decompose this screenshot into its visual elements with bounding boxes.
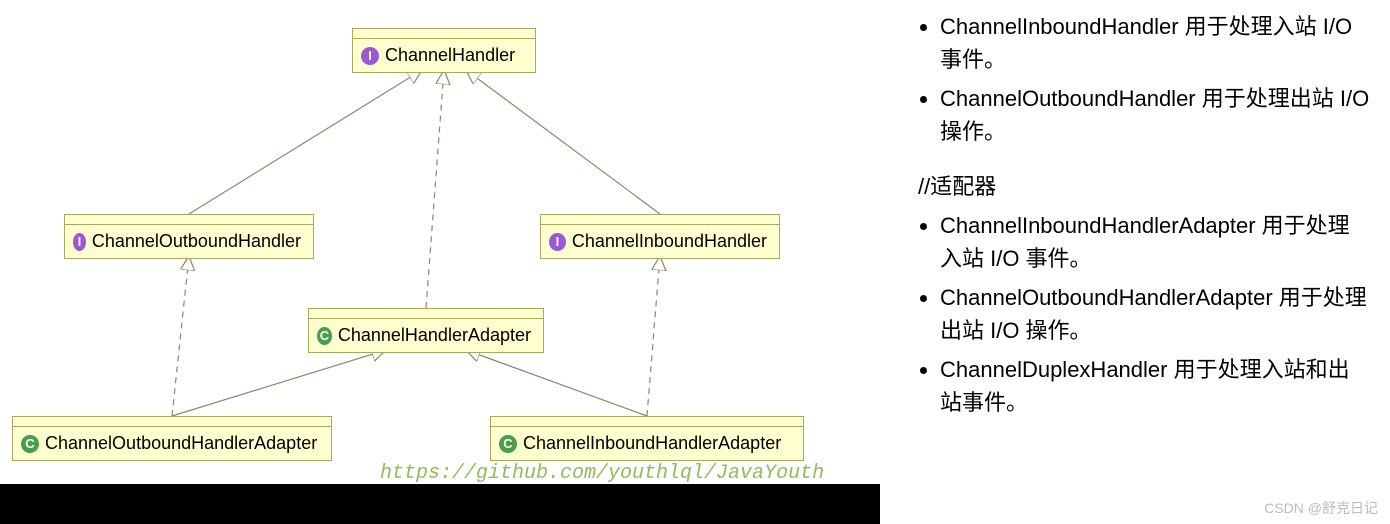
uml-node-body: C ChannelInboundHandlerAdapter xyxy=(491,427,803,460)
uml-node-cih: I ChannelInboundHandler xyxy=(540,214,780,259)
uml-node-body: C ChannelHandlerAdapter xyxy=(309,319,543,352)
note-item: ChannelDuplexHandler 用于处理入站和出站事件。 xyxy=(940,353,1370,419)
uml-edge xyxy=(466,350,647,416)
notes-list-bottom: ChannelInboundHandlerAdapter 用于处理入站 I/O … xyxy=(910,209,1370,419)
uml-node-header xyxy=(65,215,313,225)
notes-comment: //适配器 xyxy=(918,170,1370,203)
uml-node-body: C ChannelOutboundHandlerAdapter xyxy=(13,427,331,460)
uml-node-label: ChannelInboundHandlerAdapter xyxy=(523,433,781,454)
note-item: ChannelOutboundHandler 用于处理出站 I/O 操作。 xyxy=(940,82,1370,148)
uml-edge xyxy=(647,256,660,416)
interface-icon: I xyxy=(73,233,86,251)
uml-node-body: I ChannelOutboundHandler xyxy=(65,225,313,258)
uml-diagram: https://github.com/youthlql/JavaYouth IC… xyxy=(0,0,880,524)
uml-edge xyxy=(172,350,386,416)
watermark-text: https://github.com/youthlql/JavaYouth xyxy=(380,462,824,485)
uml-node-label: ChannelHandlerAdapter xyxy=(338,325,531,346)
notes-panel: ChannelInboundHandler 用于处理入站 I/O 事件。 Cha… xyxy=(880,0,1390,524)
uml-node-label: ChannelOutboundHandlerAdapter xyxy=(45,433,317,454)
uml-edge xyxy=(466,70,660,214)
uml-node-ciha: C ChannelInboundHandlerAdapter xyxy=(490,416,804,461)
uml-edge xyxy=(172,256,189,416)
uml-node-body: I ChannelHandler xyxy=(353,39,535,72)
interface-icon: I xyxy=(361,47,379,65)
interface-icon: I xyxy=(549,233,566,251)
notes-list-top: ChannelInboundHandler 用于处理入站 I/O 事件。 Cha… xyxy=(910,10,1370,148)
uml-node-header xyxy=(13,417,331,427)
class-icon: C xyxy=(499,435,517,453)
class-icon: C xyxy=(21,435,39,453)
note-item: ChannelInboundHandlerAdapter 用于处理入站 I/O … xyxy=(940,209,1370,275)
uml-node-ch: I ChannelHandler xyxy=(352,28,536,73)
uml-edge xyxy=(189,70,422,214)
uml-node-label: ChannelOutboundHandler xyxy=(92,231,301,252)
uml-node-header xyxy=(491,417,803,427)
uml-node-coh: I ChannelOutboundHandler xyxy=(64,214,314,259)
uml-node-body: I ChannelInboundHandler xyxy=(541,225,779,258)
uml-edge xyxy=(426,70,444,308)
csdn-credit: CSDN @舒克日记 xyxy=(1264,498,1378,518)
class-icon: C xyxy=(317,327,332,345)
note-item: ChannelOutboundHandlerAdapter 用于处理出站 I/O… xyxy=(940,281,1370,347)
uml-node-coha: C ChannelOutboundHandlerAdapter xyxy=(12,416,332,461)
uml-node-label: ChannelInboundHandler xyxy=(572,231,767,252)
uml-node-header xyxy=(541,215,779,225)
uml-node-header xyxy=(309,309,543,319)
uml-node-cha: C ChannelHandlerAdapter xyxy=(308,308,544,353)
note-item: ChannelInboundHandler 用于处理入站 I/O 事件。 xyxy=(940,10,1370,76)
uml-node-header xyxy=(353,29,535,39)
uml-node-label: ChannelHandler xyxy=(385,45,515,66)
black-bar xyxy=(0,484,880,524)
